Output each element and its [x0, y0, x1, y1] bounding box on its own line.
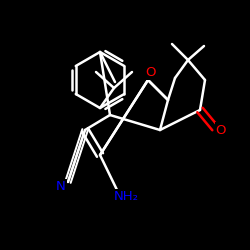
Text: N: N [56, 180, 66, 194]
Text: NH₂: NH₂ [114, 190, 138, 203]
Text: O: O [146, 66, 156, 78]
Text: O: O [216, 124, 226, 136]
